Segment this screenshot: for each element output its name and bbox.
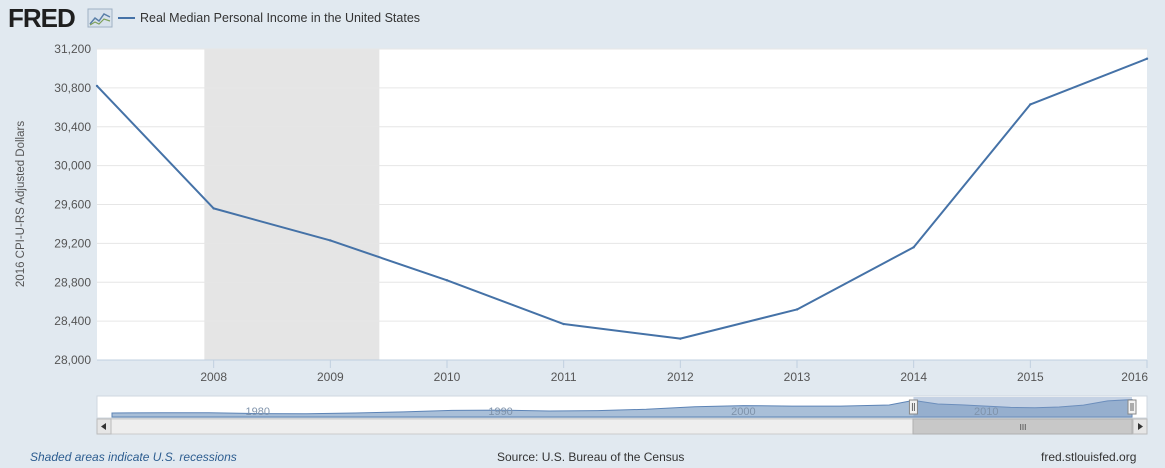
navigator-left-handle[interactable] xyxy=(908,399,918,415)
fred-logo-chart-icon xyxy=(87,8,113,28)
data-point xyxy=(95,84,99,88)
navigator-tick-label: 2010 xyxy=(974,406,998,418)
x-tick-label: 2009 xyxy=(317,370,344,384)
scrollbar-grip-icon: III xyxy=(1020,423,1027,432)
chevron-left-icon xyxy=(101,423,106,430)
x-tick-label: 2016 xyxy=(1121,370,1148,384)
y-tick-label: 30,400 xyxy=(54,120,91,134)
data-point xyxy=(679,337,682,340)
recession-note: Shaded areas indicate U.S. recessions xyxy=(30,450,237,464)
data-point xyxy=(912,246,915,249)
navigator-layer: 1980 1990 2000 2010 xyxy=(111,397,1137,418)
scrollbar-thumb[interactable] xyxy=(912,418,1133,435)
x-tick-label: 2008 xyxy=(200,370,227,384)
x-tick-label: 2011 xyxy=(551,370,577,384)
y-tick-label: 28,000 xyxy=(54,353,91,367)
data-point xyxy=(795,308,799,311)
y-axis: 28,000 28,400 28,800 29,200 29,600 30,000 30,4… xyxy=(54,42,91,367)
data-point xyxy=(562,322,565,326)
navigator-area xyxy=(111,399,1133,418)
y-axis-title: 2016 CPI-U-RS Adjusted Dollars xyxy=(15,121,27,287)
navigator-tick-label: 1990 xyxy=(488,406,512,418)
data-point xyxy=(212,207,215,210)
chevron-right-icon xyxy=(1138,423,1143,430)
x-tick-label: 2010 xyxy=(434,370,461,384)
x-tick-label: 2012 xyxy=(667,370,694,384)
navigator-tick-label: 2000 xyxy=(731,406,755,418)
y-tick-label: 29,200 xyxy=(54,236,91,250)
x-axis: 2008 2009 2010 2011 2012 2013 2014 2015 2016 xyxy=(97,359,1148,384)
legend-series-label[interactable]: Real Median Personal Income in the Unite… xyxy=(140,11,420,25)
data-point xyxy=(1029,103,1032,106)
data-point xyxy=(329,239,332,242)
y-tick-label: 29,600 xyxy=(54,198,91,212)
y-tick-label: 28,400 xyxy=(54,314,91,328)
data-point xyxy=(1145,57,1149,60)
source-note: Source: U.S. Bureau of the Census xyxy=(497,450,685,464)
fred-logo[interactable]: FRED xyxy=(8,3,76,33)
x-tick-label: 2015 xyxy=(1017,370,1044,384)
y-tick-label: 31,200 xyxy=(54,42,91,56)
y-tick-label: 28,800 xyxy=(54,275,91,289)
navigator-tick-label: 1980 xyxy=(245,406,269,418)
data-point xyxy=(445,279,449,282)
x-tick-label: 2013 xyxy=(784,370,811,384)
site-link[interactable]: fred.stlouisfed.org xyxy=(1041,450,1137,464)
y-tick-label: 30,000 xyxy=(54,159,91,173)
series-line xyxy=(96,57,1148,340)
x-tick-label: 2014 xyxy=(900,370,927,384)
y-tick-label: 30,800 xyxy=(54,81,91,95)
navigator-right-handle[interactable] xyxy=(1127,399,1137,415)
series-layer xyxy=(95,57,1149,340)
navigator-selection xyxy=(913,397,1132,417)
